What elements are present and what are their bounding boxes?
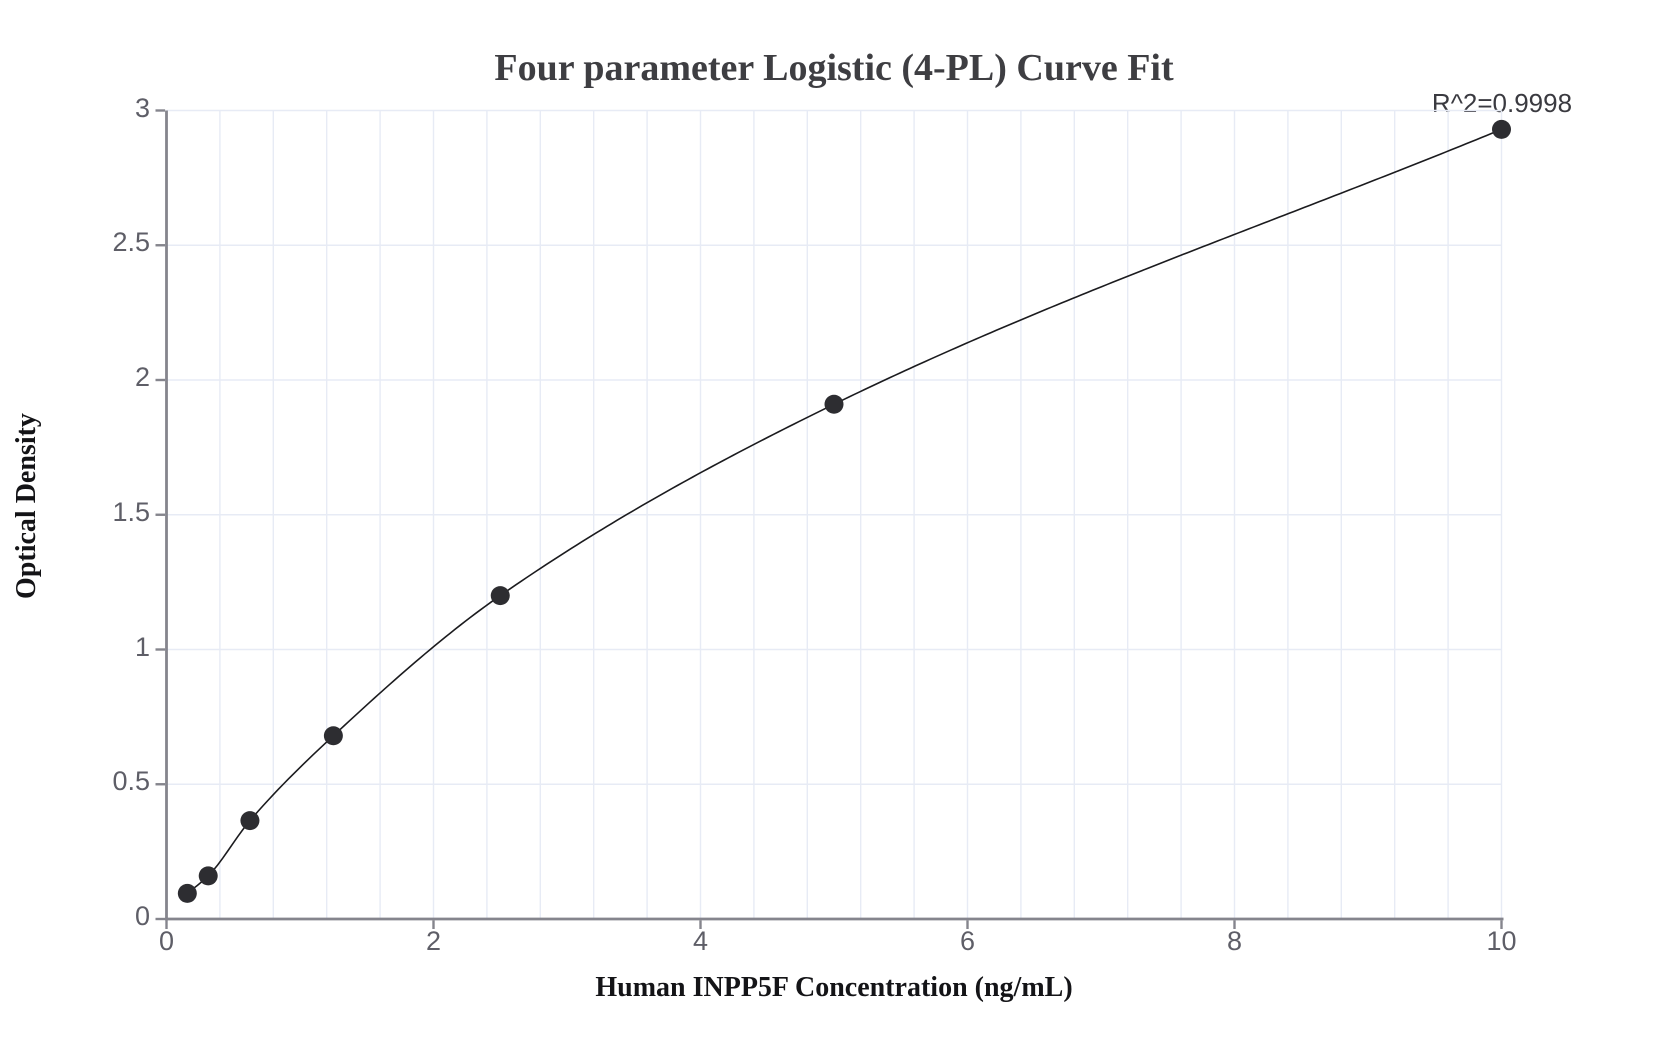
y-tick-label: 0 xyxy=(134,901,150,931)
y-tick-label: 2 xyxy=(134,362,150,392)
data-point xyxy=(824,394,844,414)
data-point xyxy=(240,811,260,831)
x-tick-label: 2 xyxy=(425,926,442,956)
y-tick-label: 0.5 xyxy=(112,766,150,797)
y-tick-label: 2.5 xyxy=(112,227,150,258)
x-tick-label: 6 xyxy=(959,926,976,956)
data-point xyxy=(323,726,343,746)
x-axis-title: Human INPP5F Concentration (ng/mL) xyxy=(595,972,1073,1003)
x-tick-label: 4 xyxy=(692,926,709,956)
x-tick-label: 10 xyxy=(1486,926,1517,956)
x-tick-label: 8 xyxy=(1226,926,1243,956)
data-point xyxy=(490,586,510,606)
y-tick-label: 1 xyxy=(134,631,150,662)
data-point xyxy=(198,866,218,886)
data-point xyxy=(177,883,197,903)
y-tick-label: 3 xyxy=(134,92,150,123)
chart-title: Four parameter Logistic (4-PL) Curve Fit xyxy=(494,47,1174,89)
x-tick-label: 0 xyxy=(158,926,175,956)
data-point xyxy=(1492,119,1511,139)
fitted-curve xyxy=(186,128,1502,895)
y-tick-label: 1.5 xyxy=(112,496,150,527)
